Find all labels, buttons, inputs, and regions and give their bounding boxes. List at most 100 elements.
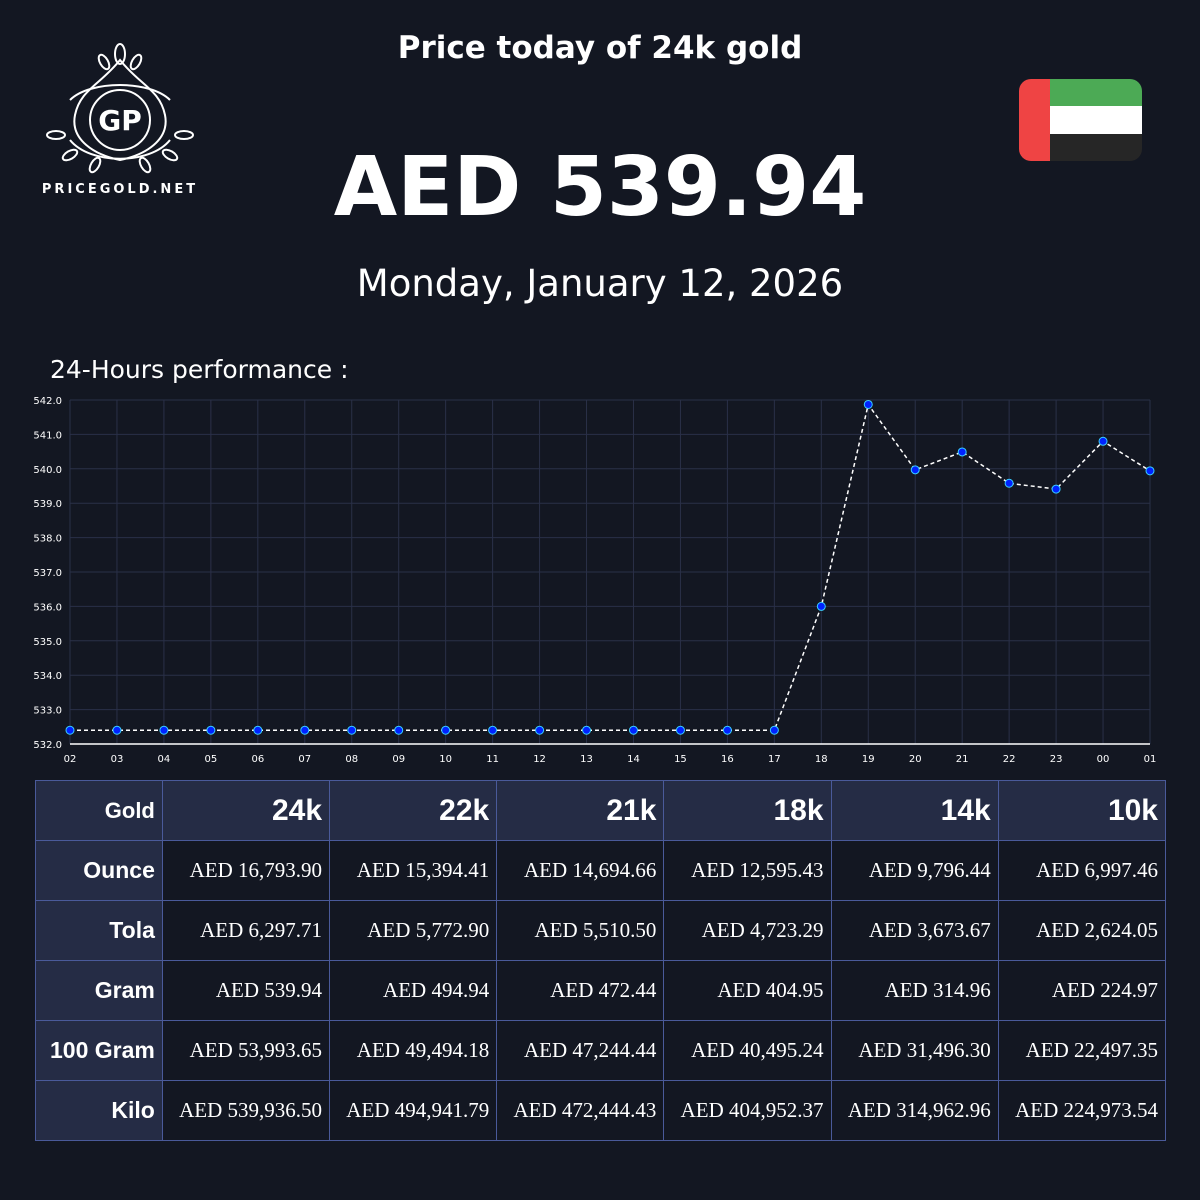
x-tick-label: 10 bbox=[439, 754, 452, 765]
data-point bbox=[65, 725, 75, 735]
data-point bbox=[488, 725, 498, 735]
price-cell: AED 16,793.90 bbox=[161, 840, 331, 901]
y-tick-label: 540.0 bbox=[33, 465, 62, 476]
table-row: Kilo AED 539,936.50 AED 494,941.79 AED 472,… bbox=[35, 1080, 1167, 1141]
price-cell: AED 539,936.50 bbox=[161, 1080, 331, 1141]
x-tick-label: 18 bbox=[815, 754, 828, 765]
price-cell: AED 3,673.67 bbox=[830, 900, 999, 961]
y-tick-label: 535.0 bbox=[33, 637, 62, 648]
price-cell: AED 14,694.66 bbox=[496, 840, 665, 901]
row-label: Gram bbox=[35, 960, 163, 1021]
x-tick-label: 15 bbox=[674, 754, 687, 765]
data-point bbox=[910, 465, 920, 475]
data-point bbox=[159, 725, 169, 735]
data-point bbox=[1051, 484, 1061, 494]
x-tick-label: 16 bbox=[721, 754, 734, 765]
x-tick-label: 09 bbox=[392, 754, 405, 765]
current-date: Monday, January 12, 2026 bbox=[356, 262, 844, 305]
price-cell: AED 22,497.35 bbox=[997, 1020, 1167, 1081]
price-cell: AED 12,595.43 bbox=[663, 840, 832, 901]
y-tick-label: 536.0 bbox=[33, 602, 62, 613]
price-cell: AED 5,510.50 bbox=[496, 900, 665, 961]
data-point bbox=[253, 725, 263, 735]
column-header: Gold bbox=[35, 780, 163, 841]
data-point bbox=[441, 725, 451, 735]
x-tick-label: 13 bbox=[580, 754, 593, 765]
data-point bbox=[957, 447, 967, 457]
data-point bbox=[722, 725, 732, 735]
column-header: 21k bbox=[496, 780, 665, 841]
page-title: Price today of 24k gold bbox=[397, 30, 803, 66]
performance-label: 24-Hours performance : bbox=[50, 355, 349, 384]
data-point bbox=[394, 725, 404, 735]
price-cell: AED 314.96 bbox=[830, 960, 999, 1021]
data-point bbox=[816, 601, 826, 611]
price-cell: AED 47,244.44 bbox=[496, 1020, 665, 1081]
data-point bbox=[347, 725, 357, 735]
price-cell: AED 472,444.43 bbox=[496, 1080, 665, 1141]
y-tick-label: 533.0 bbox=[33, 706, 62, 717]
x-tick-label: 01 bbox=[1144, 754, 1157, 765]
table-row: Ounce AED 16,793.90 AED 15,394.41 AED 14,69… bbox=[35, 840, 1167, 901]
logo-text: PRICEGOLD.NET bbox=[41, 182, 199, 197]
data-point bbox=[582, 725, 592, 735]
x-tick-label: 00 bbox=[1097, 754, 1110, 765]
column-header: 14k bbox=[830, 780, 999, 841]
x-tick-label: 07 bbox=[298, 754, 311, 765]
price-cell: AED 494,941.79 bbox=[329, 1080, 498, 1141]
table-row: 100 Gram AED 53,993.65 AED 49,494.18 AED 47… bbox=[35, 1020, 1167, 1081]
x-tick-label: 14 bbox=[627, 754, 640, 765]
data-point bbox=[1098, 436, 1108, 446]
row-label: Kilo bbox=[35, 1080, 163, 1141]
price-cell: AED 6,297.71 bbox=[161, 900, 331, 961]
data-point bbox=[206, 725, 216, 735]
price-cell: AED 224.97 bbox=[997, 960, 1167, 1021]
y-tick-label: 541.0 bbox=[33, 430, 62, 441]
pricegold-logo: GP bbox=[46, 43, 194, 174]
data-point bbox=[769, 725, 779, 735]
y-tick-label: 532.0 bbox=[33, 740, 62, 751]
data-point bbox=[1145, 466, 1155, 476]
data-point bbox=[535, 725, 545, 735]
data-point bbox=[1004, 478, 1014, 488]
row-label: Ounce bbox=[35, 840, 163, 901]
price-cell: AED 2,624.05 bbox=[997, 900, 1167, 961]
row-label: 100 Gram bbox=[35, 1020, 163, 1081]
data-point bbox=[675, 725, 685, 735]
price-cell: AED 6,997.46 bbox=[997, 840, 1167, 901]
price-table: Gold 24k 22k 21k 18k 14k 10k Ounce AED 16,793.9… bbox=[35, 780, 1167, 1141]
y-tick-label: 534.0 bbox=[33, 671, 62, 682]
y-tick-label: 538.0 bbox=[33, 534, 62, 545]
x-tick-label: 17 bbox=[768, 754, 781, 765]
price-cell: AED 5,772.90 bbox=[329, 900, 498, 961]
y-tick-label: 537.0 bbox=[33, 568, 62, 579]
data-point bbox=[112, 725, 122, 735]
price-cell: AED 4,723.29 bbox=[663, 900, 832, 961]
column-header: 18k bbox=[663, 780, 832, 841]
price-line bbox=[70, 402, 1151, 731]
y-tick-label: 539.0 bbox=[33, 499, 62, 510]
price-line-chart: 532.0 533.0 534.0 535.0 536.0 537.0 538.0 539.0… bbox=[33, 396, 1157, 765]
data-point bbox=[863, 399, 873, 409]
x-tick-label: 04 bbox=[158, 754, 171, 765]
column-header: 22k bbox=[329, 780, 498, 841]
column-header: 24k bbox=[161, 780, 331, 841]
price-cell: AED 40,495.24 bbox=[663, 1020, 832, 1081]
price-cell: AED 404.95 bbox=[663, 960, 832, 1021]
x-tick-label: 12 bbox=[533, 754, 546, 765]
price-cell: AED 53,993.65 bbox=[161, 1020, 331, 1081]
x-tick-label: 20 bbox=[909, 754, 922, 765]
y-tick-label: 542.0 bbox=[33, 396, 62, 407]
current-price: AED 539.94 bbox=[333, 140, 867, 235]
price-cell: AED 314,962.96 bbox=[830, 1080, 999, 1141]
x-tick-label: 03 bbox=[111, 754, 124, 765]
price-cell: AED 31,496.30 bbox=[830, 1020, 999, 1081]
x-tick-label: 19 bbox=[862, 754, 875, 765]
table-row: Tola AED 6,297.71 AED 5,772.90 AED 5,510.50… bbox=[35, 900, 1167, 961]
data-point bbox=[300, 725, 310, 735]
price-cell: AED 9,796.44 bbox=[830, 840, 999, 901]
data-point bbox=[628, 725, 638, 735]
price-cell: AED 224,973.54 bbox=[997, 1080, 1167, 1141]
x-tick-label: 21 bbox=[956, 754, 969, 765]
table-row: Gram AED 539.94 AED 494.94 AED 472.44 AED 40… bbox=[35, 960, 1167, 1021]
